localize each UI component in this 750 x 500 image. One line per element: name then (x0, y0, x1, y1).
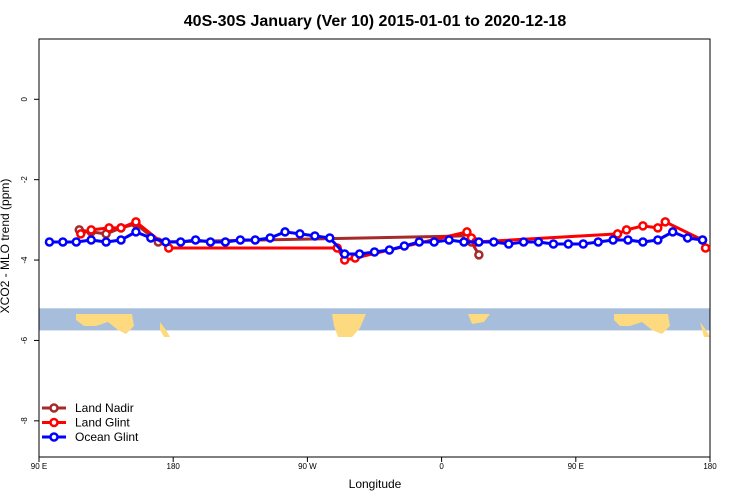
land-new-zealand-1 (160, 322, 170, 337)
data-point-ocean-glint (653, 235, 663, 245)
data-point-ocean-glint (71, 237, 82, 247)
data-point-land-glint (116, 223, 126, 233)
land-australia-2 (614, 314, 670, 334)
data-point-ocean-glint (220, 237, 231, 247)
legend-label: Land Glint (75, 416, 130, 430)
y-tick-label: 0 (20, 97, 29, 102)
data-point-land-glint (131, 217, 141, 227)
data-point-ocean-glint (235, 235, 246, 245)
y-tick-label: -2 (20, 176, 29, 184)
legend-label: Land Nadir (75, 401, 134, 415)
data-point-ocean-glint (533, 237, 544, 247)
data-point-ocean-glint (667, 227, 678, 237)
y-tick-label: -4 (20, 256, 29, 264)
data-point-ocean-glint (310, 231, 320, 241)
data-point-ocean-glint (101, 237, 111, 247)
series-layer (44, 217, 711, 265)
data-point-land-glint (76, 229, 86, 239)
data-point-ocean-glint (638, 237, 648, 247)
data-point-ocean-glint (503, 239, 514, 249)
x-tick-label: 90 E (568, 462, 584, 471)
data-point-ocean-glint (250, 235, 260, 245)
data-point-ocean-glint (205, 237, 216, 247)
data-point-ocean-glint (339, 249, 350, 259)
data-point-land-glint (660, 217, 671, 227)
x-axis: 90 E 180 90 W 0 90 E 180 (31, 457, 717, 471)
series-ocean-glint (44, 227, 708, 259)
data-point-ocean-glint (489, 237, 499, 247)
y-tick-label: -6 (20, 336, 29, 344)
data-point-land-nadir (474, 250, 484, 260)
data-point-ocean-glint (593, 237, 603, 247)
x-tick-label: 180 (167, 462, 181, 471)
data-point-ocean-glint (116, 235, 126, 245)
data-point-ocean-glint (265, 233, 275, 243)
land-south-africa (468, 314, 490, 324)
legend-marker (49, 432, 59, 442)
land-south-america (332, 314, 366, 337)
data-point-land-glint (638, 221, 648, 231)
data-point-land-glint (700, 243, 711, 253)
x-tick-label: 0 (439, 462, 444, 471)
data-point-ocean-glint (58, 237, 68, 247)
data-point-ocean-glint (474, 237, 484, 247)
data-point-ocean-glint (280, 227, 290, 237)
y-axis-label: XCO2 - MLO trend (ppm) (0, 179, 12, 314)
data-point-ocean-glint (444, 235, 454, 245)
data-point-land-glint (653, 223, 663, 233)
x-tick-label: 90 E (31, 462, 47, 471)
data-point-ocean-glint (697, 235, 708, 245)
data-point-ocean-glint (44, 237, 55, 247)
data-point-ocean-glint (548, 239, 559, 249)
data-point-ocean-glint (354, 249, 365, 259)
y-tick-label: -8 (20, 417, 29, 425)
data-point-ocean-glint (429, 237, 439, 247)
legend-item-ocean-glint: Ocean Glint (42, 430, 139, 444)
land-australia-1 (76, 314, 134, 334)
data-point-ocean-glint (608, 235, 618, 245)
data-point-ocean-glint (131, 227, 141, 237)
y-axis: 0 -2 -4 -6 -8 (20, 97, 39, 425)
x-tick-label: 90 W (298, 462, 317, 471)
data-point-ocean-glint (369, 247, 380, 257)
data-point-ocean-glint (175, 237, 186, 247)
x-tick-label: 180 (703, 462, 717, 471)
data-point-ocean-glint (86, 235, 96, 245)
data-point-ocean-glint (295, 229, 305, 239)
data-point-ocean-glint (190, 235, 201, 245)
data-point-ocean-glint (682, 233, 693, 243)
series-land-glint (76, 217, 711, 265)
data-point-ocean-glint (146, 233, 156, 243)
data-point-ocean-glint (160, 237, 171, 247)
data-point-ocean-glint (399, 241, 410, 251)
legend-marker (49, 417, 59, 428)
legend-marker (49, 403, 59, 413)
legend-item-land-glint: Land Glint (42, 416, 130, 430)
legend-label: Ocean Glint (75, 430, 139, 444)
data-point-ocean-glint (563, 239, 574, 249)
data-point-land-glint (86, 225, 96, 235)
data-point-ocean-glint (384, 245, 395, 255)
data-point-ocean-glint (518, 237, 529, 247)
data-point-land-glint (621, 225, 632, 235)
land-new-zealand-2 (700, 322, 710, 337)
data-point-ocean-glint (578, 239, 589, 249)
legend-item-land-nadir: Land Nadir (42, 401, 134, 415)
x-axis-label: Longitude (349, 477, 402, 491)
data-point-land-glint (612, 229, 623, 239)
map-strip (39, 308, 710, 337)
data-point-ocean-glint (623, 235, 633, 245)
data-point-ocean-glint (325, 233, 335, 243)
chart-title: 40S-30S January (Ver 10) 2015-01-01 to 2… (184, 13, 567, 30)
data-point-land-glint (104, 223, 114, 233)
data-point-ocean-glint (414, 237, 424, 247)
ocean-band (39, 308, 710, 331)
data-point-ocean-glint (459, 237, 469, 247)
data-point-land-glint (462, 227, 472, 237)
